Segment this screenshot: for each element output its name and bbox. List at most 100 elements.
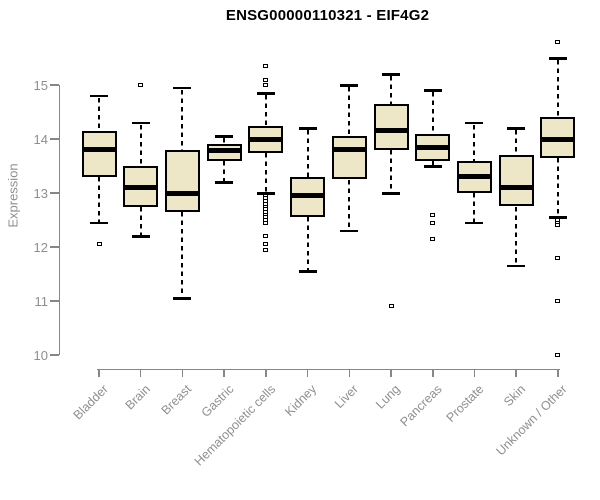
upper-whisker-cap	[298, 127, 317, 130]
upper-whisker-cap	[382, 73, 401, 76]
x-axis-tick	[473, 368, 476, 377]
iqr-box	[498, 155, 534, 207]
lower-whisker-stem	[139, 206, 142, 236]
y-tick-label: 10	[33, 347, 48, 363]
upper-whisker-cap	[90, 94, 108, 98]
outlier-point	[388, 304, 394, 309]
x-axis-tick	[390, 368, 392, 377]
y-tick-label: 11	[34, 293, 49, 309]
y-axis-tick	[49, 84, 59, 86]
outlier-point	[430, 236, 436, 241]
y-axis-tick	[49, 138, 59, 140]
outlier-point	[263, 83, 269, 87]
y-tick-label: 15	[33, 77, 48, 93]
lower-whisker-cap	[215, 181, 234, 184]
x-axis-tick	[98, 368, 100, 377]
x-axis-tick	[181, 368, 184, 377]
upper-whisker-cap	[256, 92, 275, 95]
upper-whisker-cap	[507, 127, 526, 130]
outlier-point	[263, 242, 269, 247]
upper-whisker-stem	[98, 97, 100, 131]
median-line	[373, 128, 409, 134]
y-axis-tick	[49, 192, 59, 194]
iqr-box	[331, 136, 367, 180]
upper-whisker-cap	[465, 121, 484, 125]
y-tick-label: 12	[33, 239, 48, 255]
lower-whisker-cap	[548, 216, 567, 219]
lower-whisker-stem	[348, 179, 351, 230]
x-tick-label: Breast	[158, 382, 195, 418]
x-tick-label: Pancreas	[397, 382, 445, 430]
lower-whisker-stem	[264, 152, 267, 192]
lower-whisker-stem	[306, 217, 309, 271]
x-tick-label: Hematopoietic cells	[191, 382, 278, 469]
x-axis-tick	[139, 368, 142, 377]
iqr-box	[164, 149, 200, 212]
y-axis-tick	[49, 246, 59, 248]
upper-whisker-cap	[215, 135, 234, 138]
iqr-box	[373, 103, 409, 150]
upper-whisker-stem	[223, 138, 226, 145]
upper-whisker-stem	[348, 87, 351, 137]
x-tick-label: Bladder	[70, 382, 111, 423]
upper-whisker-stem	[181, 89, 184, 150]
iqr-box	[81, 130, 117, 177]
upper-whisker-cap	[340, 84, 359, 87]
x-axis-tick	[348, 368, 351, 377]
outlier-point	[555, 255, 561, 260]
lower-whisker-cap	[256, 192, 275, 195]
lower-whisker-stem	[473, 193, 476, 222]
outlier-point	[96, 242, 102, 247]
chart-title: ENSG00000110321 - EIF4G2	[225, 7, 430, 24]
lower-whisker-cap	[507, 264, 526, 268]
median-line	[81, 147, 117, 153]
lower-whisker-cap	[298, 270, 317, 273]
outlier-point	[555, 223, 561, 228]
lower-whisker-cap	[173, 297, 192, 300]
lower-whisker-stem	[98, 176, 100, 222]
x-axis-tick	[557, 368, 559, 377]
outlier-point	[555, 39, 561, 44]
x-tick-label: Liver	[332, 382, 362, 412]
upper-whisker-stem	[556, 60, 559, 118]
upper-whisker-stem	[515, 130, 518, 156]
outlier-point	[138, 83, 144, 87]
outlier-point	[263, 247, 269, 252]
outlier-point	[263, 220, 269, 225]
lower-whisker-cap	[423, 165, 442, 168]
x-tick-label: Lung	[373, 382, 403, 412]
x-axis-tick	[306, 368, 309, 377]
upper-whisker-cap	[548, 57, 567, 60]
lower-whisker-stem	[515, 206, 518, 265]
y-tick-label: 13	[33, 185, 48, 201]
x-axis-tick	[432, 368, 434, 377]
outlier-point	[555, 353, 561, 357]
upper-whisker-stem	[390, 76, 393, 104]
upper-whisker-cap	[173, 86, 192, 90]
x-tick-label: Kidney	[282, 382, 320, 419]
lower-whisker-cap	[90, 221, 108, 225]
y-axis-line	[58, 85, 60, 355]
upper-whisker-stem	[306, 130, 309, 177]
median-line	[498, 185, 534, 191]
y-axis-tick	[49, 300, 59, 302]
x-tick-label: Brain	[122, 382, 153, 413]
upper-whisker-stem	[473, 124, 476, 161]
x-tick-label: Prostate	[443, 382, 487, 425]
median-line	[415, 144, 451, 150]
lower-whisker-cap	[465, 221, 484, 225]
lower-whisker-stem	[181, 211, 184, 298]
median-line	[331, 147, 367, 153]
y-tick-label: 14	[33, 131, 48, 147]
median-line	[164, 190, 200, 196]
x-axis-tick	[515, 368, 517, 377]
upper-whisker-cap	[131, 121, 150, 125]
lower-whisker-stem	[431, 160, 434, 165]
x-axis-tick	[265, 368, 267, 377]
median-line	[248, 136, 284, 142]
median-line	[540, 136, 576, 142]
x-axis-line	[97, 368, 560, 370]
y-axis-tick	[49, 354, 59, 356]
lower-whisker-stem	[556, 157, 559, 217]
